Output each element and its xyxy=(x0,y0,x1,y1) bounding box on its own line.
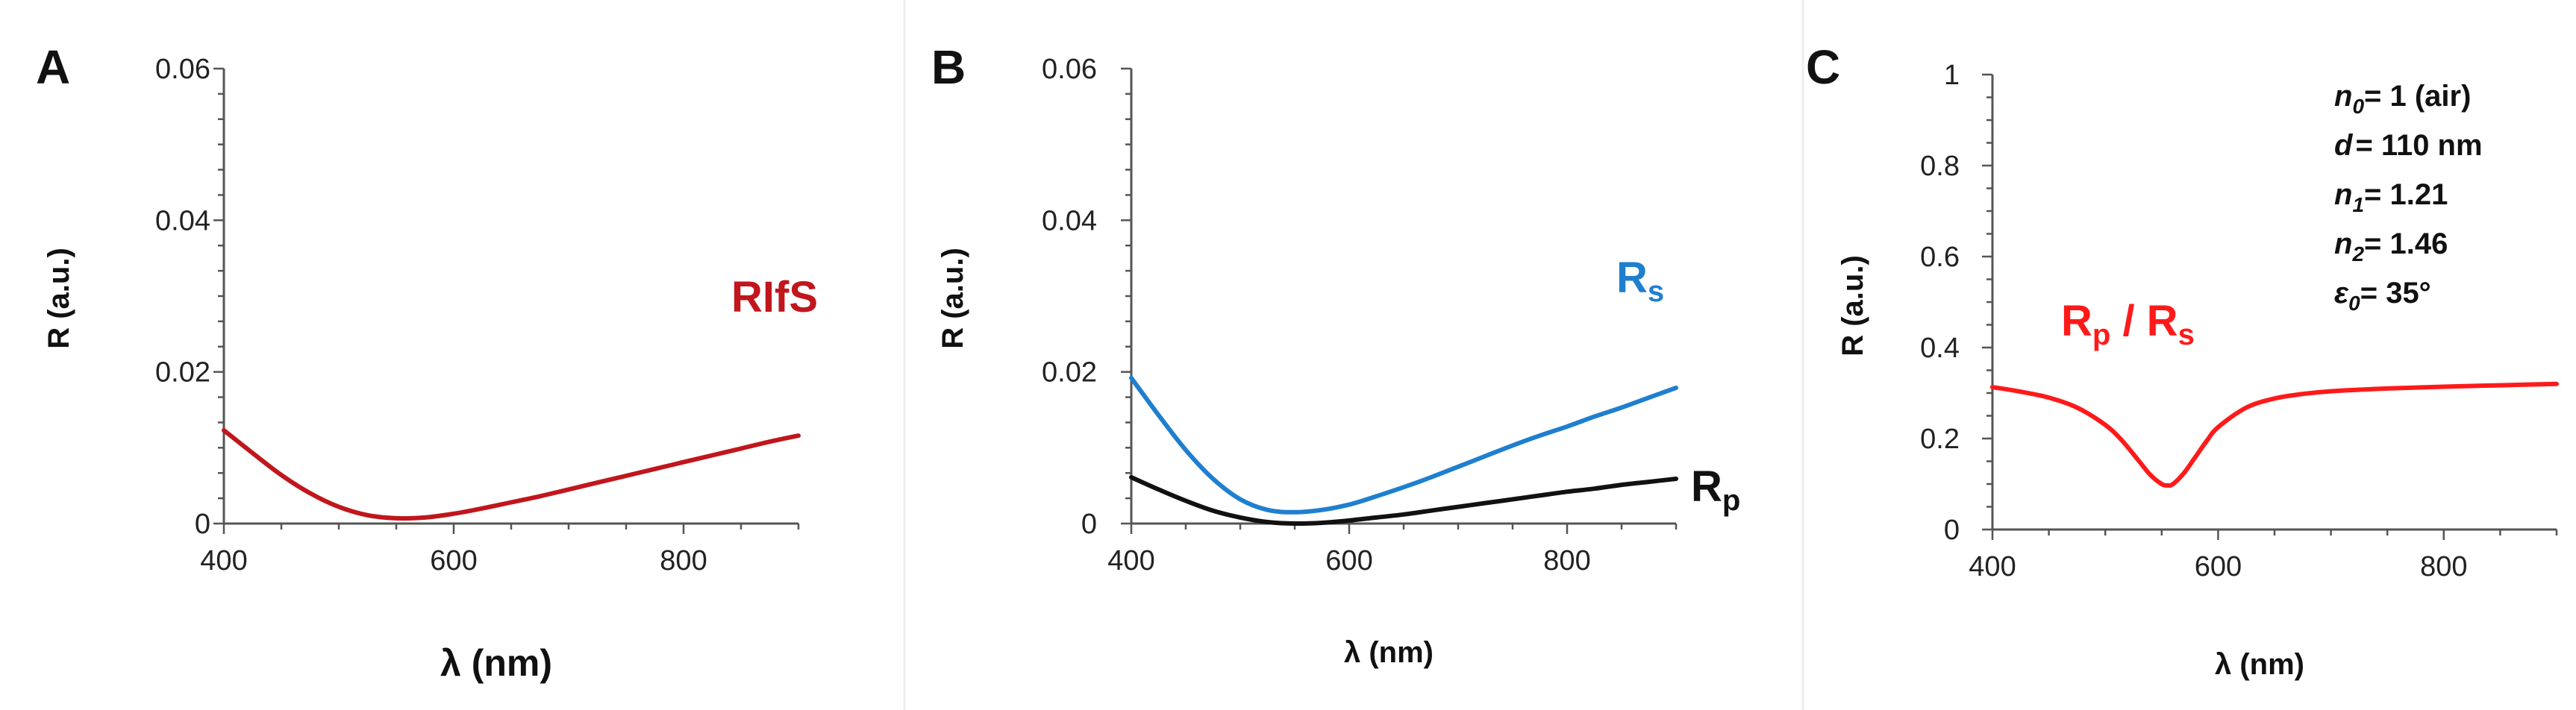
param-n1-symbol: n xyxy=(2334,178,2352,211)
param-eps0-symbol: ε xyxy=(2334,277,2349,310)
chart-b: 0 0.02 0.04 0.06 400 600 800 λ (nm) R (a.u.) xyxy=(937,54,1678,669)
param-n0-value: = 1 (air) xyxy=(2364,80,2471,113)
param-n0-symbol: n xyxy=(2334,80,2352,113)
x-tick-label-a: 800 xyxy=(660,545,707,577)
param-n1: n1= 1.21 xyxy=(2334,178,2448,216)
y-axis-title-b: R (a.u.) xyxy=(937,248,969,349)
y-tick-label-c: 0.4 xyxy=(1920,333,1960,364)
param-eps0: ε0= 35° xyxy=(2334,277,2431,315)
ratio-label-sub2: s xyxy=(2178,318,2195,351)
x-axis-title-c: λ (nm) xyxy=(2215,648,2304,681)
ratio-series-label: Rp / Rs xyxy=(2061,297,2195,351)
series-line-rp xyxy=(1129,475,1678,527)
series-line-rs xyxy=(1129,375,1678,515)
x-tick-label-c: 600 xyxy=(2195,551,2242,582)
x-tick-label-a: 400 xyxy=(200,545,247,577)
y-tick-label-b: 0.06 xyxy=(1042,54,1097,85)
y-tick-label-b: 0 xyxy=(1081,509,1097,540)
param-d-value: = 110 nm xyxy=(2355,129,2482,162)
param-n0: n0= 1 (air) xyxy=(2334,80,2471,118)
ratio-label-sub: p xyxy=(2092,318,2110,351)
y-tick-label-a: 0.04 xyxy=(155,205,210,236)
parameter-block: n0= 1 (air) d = 110 nm n1= 1.21 n2= 1.46 … xyxy=(2334,80,2483,315)
rs-series-label: Rs xyxy=(1616,254,1664,308)
x-axis-title-b: λ (nm) xyxy=(1344,636,1434,669)
x-tick-label-c: 800 xyxy=(2420,551,2467,582)
param-d-symbol: d xyxy=(2334,129,2354,162)
param-d: d = 110 nm xyxy=(2334,129,2483,162)
y-tick-label-b: 0.04 xyxy=(1042,205,1097,236)
y-tick-label-a: 0.06 xyxy=(155,54,210,85)
chart-a: 0 0.02 0.04 0.06 400 600 800 λ (nm) R (a.u.) xyxy=(43,54,801,684)
param-n2-sub: 2 xyxy=(2351,242,2364,266)
y-tick-label-a: 0 xyxy=(195,509,210,540)
chart-c: 0 0.2 0.4 0.6 0.8 1 400 600 800 λ (nm) R (a.u.) xyxy=(1836,60,2559,681)
ratio-label-main: R xyxy=(2061,297,2092,345)
x-tick-label-c: 400 xyxy=(1969,551,2016,582)
param-n2-value: = 1.46 xyxy=(2364,227,2448,260)
rifs-label-text: RIfS xyxy=(731,273,818,321)
y-tick-label-c: 0.8 xyxy=(1920,151,1960,182)
y-axis-title-a: R (a.u.) xyxy=(43,248,75,349)
panel-c-letter: C xyxy=(1806,40,1840,94)
y-axis-title-c: R (a.u.) xyxy=(1836,255,1869,356)
param-n1-value: = 1.21 xyxy=(2364,178,2448,211)
x-tick-label-b: 800 xyxy=(1543,545,1590,577)
x-tick-label-b: 600 xyxy=(1325,545,1372,577)
param-n2: n2= 1.46 xyxy=(2334,227,2448,266)
rifs-series-label: RIfS xyxy=(731,273,818,321)
ratio-label-main2: / R xyxy=(2110,297,2178,345)
param-n2-symbol: n xyxy=(2334,227,2352,260)
x-tick-label-b: 400 xyxy=(1107,545,1154,577)
param-n1-sub: 1 xyxy=(2352,193,2364,216)
param-eps0-sub: 0 xyxy=(2348,292,2360,315)
param-n0-sub: 0 xyxy=(2352,95,2364,118)
series-line-rp-rs xyxy=(1990,381,2559,488)
y-tick-label-b: 0.02 xyxy=(1042,357,1097,389)
param-eps0-value: = 35° xyxy=(2360,277,2431,310)
y-tick-label-c: 0 xyxy=(1944,515,1960,546)
rp-series-label: Rp xyxy=(1691,462,1740,517)
rs-label-main: R xyxy=(1616,254,1648,302)
rp-label-main: R xyxy=(1691,462,1722,511)
y-tick-label-a: 0.02 xyxy=(155,357,210,389)
x-tick-label-a: 600 xyxy=(430,545,477,577)
rs-label-sub: s xyxy=(1648,275,1664,308)
y-tick-label-c: 0.2 xyxy=(1920,424,1960,455)
panel-a-letter: A xyxy=(36,40,70,94)
y-tick-label-c: 1 xyxy=(1944,60,1960,91)
series-line-rifs xyxy=(222,428,801,521)
x-axis-title-a: λ (nm) xyxy=(440,642,552,684)
panel-b-letter: B xyxy=(931,40,966,94)
y-tick-label-c: 0.6 xyxy=(1920,242,1960,273)
rp-label-sub: p xyxy=(1722,484,1740,517)
